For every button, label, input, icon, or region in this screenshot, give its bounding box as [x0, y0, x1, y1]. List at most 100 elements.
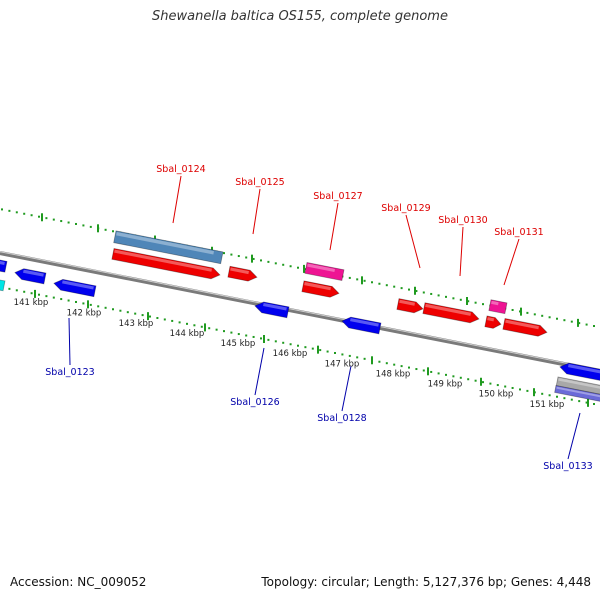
gene-label: Sbal_0131 [494, 227, 543, 238]
lower-tick-row-dot [8, 287, 11, 290]
lower-tick-row-dot [341, 353, 344, 356]
gene-red-arrow [111, 247, 221, 280]
gene-steel-bar-shape [113, 230, 224, 265]
scale-label: 147 kbp [325, 359, 360, 369]
upper-tick-row-dot [82, 224, 85, 227]
gene-red-arrow [227, 265, 258, 282]
gene-magenta-bar-highlight [491, 300, 499, 306]
gene-magenta-bar-shape [304, 262, 345, 282]
scale-label: 144 kbp [170, 329, 205, 339]
gene-label-leader [329, 202, 339, 251]
lower-tick-row-dot [496, 384, 499, 387]
gene-label-leader [503, 238, 520, 286]
gene-magenta-bar [488, 299, 508, 315]
genome-summary-text: Topology: circular; Length: 5,127,376 bp… [261, 575, 591, 589]
lower-tick-row-dot [563, 397, 566, 400]
gene-label: Sbal_0127 [313, 191, 362, 202]
gene-gray-bar-highlight [558, 378, 600, 390]
gene-magenta-bar-highlight [307, 263, 335, 273]
lower-tick-row-dot [408, 366, 410, 369]
lower-tick-row-dot [163, 318, 166, 321]
gene-gray-bar [555, 376, 600, 397]
upper-tick-row-dot [267, 260, 270, 263]
upper-tick-row-dot [593, 325, 595, 328]
lower-tick-row-major-tick [263, 335, 265, 344]
upper-tick-row-dot [289, 265, 292, 268]
upper-tick-row-dot [15, 211, 18, 214]
lower-tick-row-major-tick [204, 323, 206, 332]
scale-label: 151 kbp [530, 400, 565, 410]
gene-label-leader [567, 412, 581, 460]
lower-tick-row-dot [482, 381, 484, 384]
upper-tick-row-dot [533, 313, 536, 316]
scale-labels: 141 kbp 142 kbp 143 kbp 144 kbp 145 kbp 146 k… [14, 298, 565, 410]
gene-red-arrow [301, 280, 340, 298]
lower-tick-row-dot [193, 324, 196, 327]
lower-tick-row-dot [511, 386, 514, 389]
lower-tick-row-dot [134, 312, 137, 315]
gene-gray-bar-shape [555, 376, 600, 397]
upper-tick-row-dot [541, 314, 544, 317]
gene-cyan-bar [0, 278, 6, 292]
upper-tick-row-dot [112, 230, 114, 233]
upper-tick-row-dot [585, 323, 588, 326]
gene-label-leader [172, 175, 182, 224]
upper-tick-row-dot [52, 218, 55, 221]
lower-tick-row-dot [60, 298, 63, 301]
gene-slate-bar-shape [554, 385, 600, 404]
upper-tick-row-dot [60, 220, 63, 223]
gene-red-arrow [396, 298, 424, 314]
gene-red-arrow-highlight [487, 317, 495, 322]
upper-tick-row-dot [297, 266, 299, 269]
lower-tick-row-dot [422, 369, 425, 372]
gene-red-arrow-highlight [505, 319, 539, 330]
lower-tick-row-dot [445, 373, 447, 376]
upper-tick-row-dot [415, 290, 418, 293]
lower-tick-row-dot [52, 296, 55, 299]
gene-label-leader [252, 188, 261, 235]
gene-label: Sbal_0130 [438, 215, 487, 226]
upper-tick-row-dot [230, 253, 233, 256]
lower-tick-row-major-tick [533, 388, 535, 397]
lower-tick-row-major-tick [147, 312, 149, 321]
upper-tick-row-dot [474, 301, 477, 304]
lower-tick-row-dot [548, 394, 551, 397]
upper-tick-row-major-tick [303, 264, 305, 273]
lower-tick-row-dot [541, 392, 544, 395]
lower-tick-row-dot [104, 306, 107, 309]
upper-tick-row-dot [304, 268, 307, 271]
lower-tick-row-dot [489, 382, 492, 385]
upper-tick-row-dot [8, 209, 11, 212]
gene-steel-bar [113, 230, 224, 265]
upper-tick-row-major-tick [466, 296, 468, 305]
upper-tick-row-dot [511, 308, 514, 311]
lower-tick-row-dot [126, 311, 129, 314]
gene-red-arrow-shape [396, 298, 424, 314]
lower-tick-row-dot [304, 346, 307, 349]
lower-tick-row-dot [75, 300, 77, 303]
lower-tick-row-dot [149, 315, 151, 318]
gene-blue-arrow-highlight [350, 318, 379, 327]
gene-red-arrow-highlight [114, 249, 212, 272]
scale-label: 143 kbp [119, 319, 154, 329]
lower-tick-row-dot [23, 290, 26, 293]
upper-tick-row-dot [274, 262, 277, 265]
lower-tick-row-dot [141, 314, 144, 317]
upper-tick-row-dot [548, 316, 551, 319]
lower-tick-row-dot [252, 335, 255, 338]
upper-tick-row-dot [348, 276, 351, 279]
lower-tick-row-dot [97, 305, 100, 308]
lower-tick-row-dot [112, 308, 114, 311]
lower-tick-row-dot [437, 372, 440, 375]
upper-tick-row-dot [38, 215, 40, 218]
lower-tick-row-major-tick [480, 377, 482, 386]
upper-tick-row-dot [400, 287, 403, 290]
lower-tick-row-dot [297, 344, 299, 347]
gene-red-arrow [484, 315, 502, 329]
upper-tick-row-dot [223, 252, 225, 255]
lower-tick-row-dot [38, 293, 40, 296]
gene-blue-arrow [254, 301, 290, 319]
gene-features [0, 230, 600, 404]
upper-tick-row-major-tick [361, 276, 363, 285]
